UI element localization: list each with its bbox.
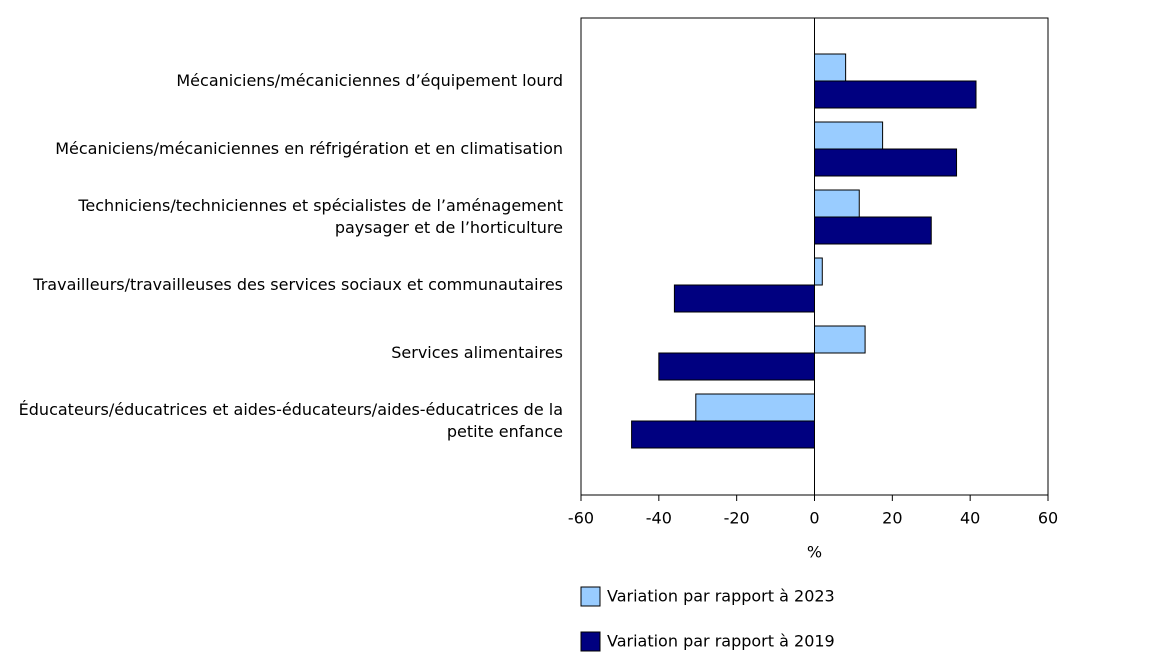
bar [814, 53, 847, 82]
x-tick-label: 40 [960, 509, 980, 528]
x-tick-label: -40 [646, 509, 672, 528]
bar [658, 352, 815, 381]
bar [814, 80, 977, 109]
bar [814, 257, 823, 286]
category-label: Mécaniciens/mécaniciennes d’équipement l… [176, 71, 563, 90]
x-tick-label: -60 [568, 509, 594, 528]
category-label: Éducateurs/éducatrices et aides-éducateu… [18, 400, 563, 441]
x-tick-label: 20 [882, 509, 902, 528]
bar [814, 148, 958, 177]
legend-label: Variation par rapport à 2019 [607, 632, 835, 651]
bar [814, 325, 866, 354]
x-axis-label: % [807, 543, 822, 562]
bar [631, 420, 816, 449]
bar [814, 216, 932, 245]
category-label: Services alimentaires [391, 343, 563, 362]
bar [814, 189, 860, 218]
category-label: Techniciens/techniciennes et spécialiste… [78, 196, 563, 237]
legend-label: Variation par rapport à 2023 [607, 587, 835, 606]
category-label: Travailleurs/travailleuses des services … [33, 275, 563, 294]
x-tick-label: 60 [1038, 509, 1058, 528]
bar [814, 121, 884, 150]
x-tick-label: 0 [809, 509, 819, 528]
category-label: Mécaniciens/mécaniciennes en réfrigérati… [55, 139, 563, 158]
legend-swatch [580, 631, 601, 652]
x-tick-label: -20 [724, 509, 750, 528]
bar [695, 393, 815, 422]
bar [673, 284, 816, 313]
legend-swatch [580, 586, 601, 607]
